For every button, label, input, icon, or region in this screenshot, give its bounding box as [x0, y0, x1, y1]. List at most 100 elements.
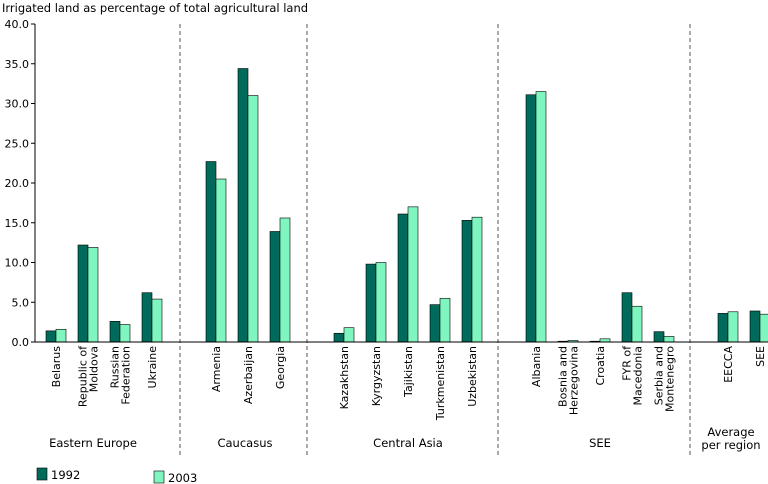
chart-title: Irrigated land as percentage of total ag…: [2, 1, 308, 15]
bar-2003: [151, 298, 163, 343]
bar-1992: [77, 244, 89, 343]
category-label-line: SEE: [754, 346, 767, 367]
bar-2003: [279, 217, 291, 343]
category-label-line: Serbia and: [653, 346, 666, 405]
category-label-line: Federation: [120, 346, 133, 405]
category-label: Armenia: [210, 346, 223, 392]
bar-1992: [109, 321, 121, 343]
bar-1992: [429, 304, 441, 343]
category-label-line: Georgia: [274, 346, 287, 389]
group-label: SEE: [589, 436, 611, 450]
y-tick-label: 35.0: [5, 58, 30, 71]
bar-2003: [343, 327, 355, 343]
bar-1992: [333, 332, 345, 343]
bar-2003: [55, 328, 67, 343]
legend: 1992 2003: [36, 467, 197, 484]
category-label-line: Bosnia and: [557, 346, 570, 407]
category-label-line: Tajikistan: [402, 346, 415, 398]
category-label: Serbia andMontenegro: [653, 346, 677, 412]
category-label: EECCA: [722, 346, 735, 383]
legend-swatch-1992: [36, 467, 48, 481]
bars-layer: [45, 68, 768, 343]
bar-2003: [535, 91, 547, 343]
bar-1992: [717, 313, 729, 343]
category-label-line: Republic of: [77, 345, 90, 407]
bar-1992: [269, 231, 281, 343]
category-label-line: Kyrgyzstan: [370, 346, 383, 406]
category-label: Croatia: [594, 346, 607, 386]
category-label: Kyrgyzstan: [370, 346, 383, 406]
bar-2003: [663, 336, 675, 343]
category-label: FYR ofMacedonia: [621, 345, 645, 406]
y-tick-label: 0.0: [12, 336, 30, 349]
bar-1992: [205, 161, 217, 343]
category-label-line: Albania: [530, 346, 543, 387]
category-label-line: Montenegro: [664, 346, 677, 412]
category-label: Tajikistan: [402, 346, 415, 398]
category-label-line: Kazakhstan: [338, 346, 351, 409]
category-label: SEE: [754, 346, 767, 367]
bar-2003: [471, 216, 483, 343]
category-label: Belarus: [50, 346, 63, 388]
bar-2003: [215, 178, 227, 343]
category-label-line: EECCA: [722, 346, 735, 383]
category-label: RussianFederation: [109, 346, 133, 405]
labels-layer: 0.0 5.0 10.0 15.0 20.0 25.0 30.0 35.0 40.0 Belaru…: [5, 18, 768, 452]
bar-1992: [237, 68, 249, 343]
category-label: Turkmenistan: [434, 346, 447, 421]
category-label: Bosnia andHerzegovina: [557, 346, 581, 415]
y-tick-label: 10.0: [5, 257, 30, 270]
bar-1992: [461, 220, 473, 343]
category-label-line: FYR of: [621, 345, 634, 381]
bar-1992: [397, 213, 409, 343]
category-label-line: Azerbaijan: [242, 346, 255, 404]
y-tick-label: 30.0: [5, 98, 30, 111]
category-label: Azerbaijan: [242, 346, 255, 404]
axes-layer: [31, 23, 768, 456]
bar-1992: [621, 292, 633, 343]
bar-1992: [525, 94, 537, 343]
category-label-line: Belarus: [50, 346, 63, 388]
category-label-line: Russian: [109, 346, 122, 388]
y-tick-label: 20.0: [5, 177, 30, 190]
category-label-line: Moldova: [88, 346, 101, 392]
bar-2003: [631, 305, 643, 343]
y-tick-label: 25.0: [5, 137, 30, 150]
category-label: Republic ofMoldova: [77, 345, 101, 407]
category-label: Ukraine: [146, 346, 159, 389]
bar-1992: [749, 310, 761, 343]
y-tick-label: 15.0: [5, 217, 30, 230]
bar-2003: [247, 95, 259, 343]
group-label: per region: [701, 438, 760, 452]
bar-2003: [759, 313, 768, 343]
category-label-line: Uzbekistan: [466, 346, 479, 407]
category-label: Georgia: [274, 346, 287, 389]
y-tick-label: 40.0: [5, 18, 30, 31]
category-label-line: Ukraine: [146, 346, 159, 389]
bar-1992: [653, 331, 665, 343]
bar-1992: [45, 330, 57, 343]
legend-label-2003: 2003: [168, 471, 197, 484]
category-label-line: Herzegovina: [568, 346, 581, 415]
group-label: Average: [707, 425, 754, 439]
y-tick-label: 5.0: [12, 296, 30, 309]
category-label: Albania: [530, 346, 543, 387]
group-label: Eastern Europe: [49, 436, 137, 450]
category-label-line: Armenia: [210, 346, 223, 392]
legend-label-1992: 1992: [51, 468, 80, 482]
bar-2003: [727, 311, 739, 343]
category-label-line: Turkmenistan: [434, 346, 447, 421]
group-label: Central Asia: [373, 436, 443, 450]
bar-1992: [365, 263, 377, 343]
bar-2003: [87, 247, 99, 343]
category-label: Kazakhstan: [338, 346, 351, 409]
group-label: Caucasus: [217, 436, 272, 450]
bar-2003: [119, 324, 131, 343]
bar-2003: [375, 262, 387, 343]
legend-swatch-2003: [153, 470, 165, 484]
bar-2003: [439, 297, 451, 343]
category-label: Uzbekistan: [466, 346, 479, 407]
category-label-line: Croatia: [594, 346, 607, 386]
category-label-line: Macedonia: [632, 346, 645, 406]
